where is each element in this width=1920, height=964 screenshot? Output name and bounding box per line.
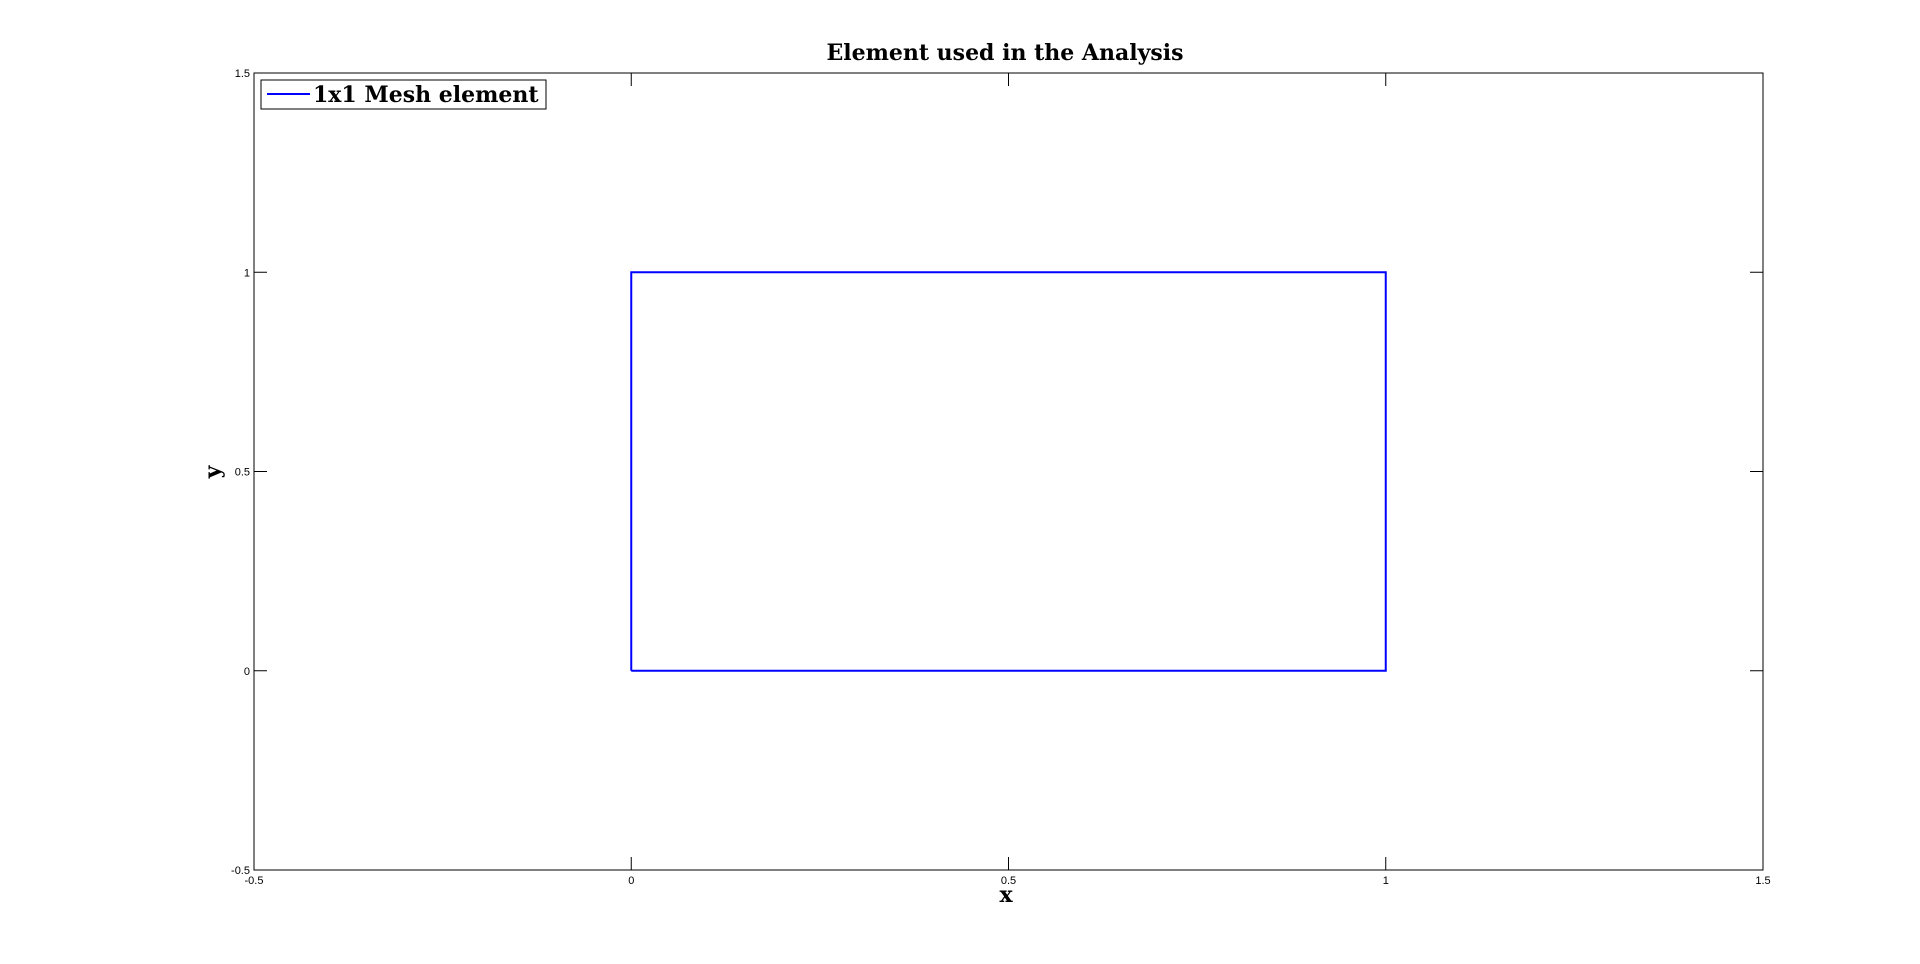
- y-tick-label: 0: [244, 666, 250, 678]
- legend: 1x1 Mesh element: [260, 79, 547, 110]
- x-tick-label: -0.5: [245, 875, 264, 887]
- legend-label-1x1-mesh-element: 1x1 Mesh element: [313, 82, 539, 108]
- y-axis-ticks: -0.5 0 0.5 1 1.5: [231, 68, 1763, 877]
- x-axis-label: x: [999, 882, 1013, 908]
- x-tick-label: 0: [628, 875, 634, 887]
- y-tick-label: 1.5: [235, 68, 250, 80]
- x-tick-label: 0.5: [1001, 875, 1016, 887]
- y-tick-label: 0.5: [235, 467, 250, 479]
- x-tick-label: 1.5: [1755, 875, 1770, 887]
- x-tick-label: 1: [1383, 875, 1389, 887]
- series-layer: [630, 271, 1387, 672]
- series-line-1x1-mesh-element: [630, 271, 1387, 672]
- x-axis-ticks: -0.5 0 0.5 1 1.5: [245, 73, 1771, 887]
- y-tick-label: -0.5: [231, 865, 250, 877]
- chart-title: Element used in the Analysis: [826, 40, 1183, 66]
- plot-area-frame: [253, 72, 1764, 871]
- y-tick-label: 1: [244, 267, 250, 279]
- y-axis-label: y: [200, 464, 226, 479]
